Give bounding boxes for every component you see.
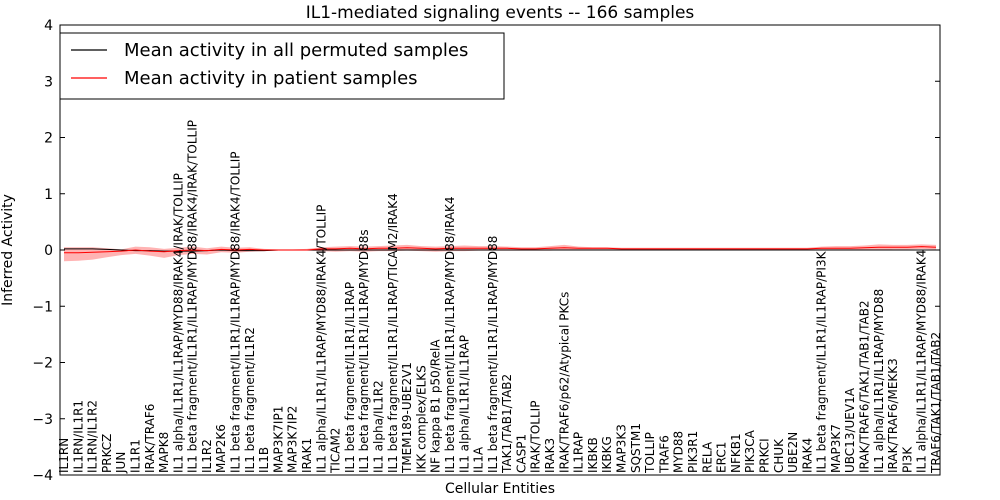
x-tick-label: IL1 beta fragment/IL1R1/IL1RAP/MYD88/IRA… [186, 120, 200, 473]
y-tick-label: 2 [44, 131, 53, 147]
legend-box [59, 32, 505, 100]
x-tick-label: MAP3K7IP2 [286, 406, 300, 473]
x-tick-label: UBC13/UEV1A [843, 387, 857, 473]
x-tick-label: IRAK3 [543, 438, 557, 473]
x-tick-label: IRAK/TRAF6/TAK1/TAB1/TAB2 [858, 300, 872, 473]
y-axis-label: Inferred Activity [0, 194, 16, 306]
x-tick-label: IKBKB [586, 437, 600, 473]
x-tick-label: IL1 beta fragment/IL1R1/IL1RAP/MYD88/IRA… [229, 152, 243, 473]
plot-area-frame [59, 24, 941, 476]
x-tick-label: PIK3R1 [686, 431, 700, 473]
x-tick-label: IL1 alpha/IL1R2 [372, 380, 386, 473]
x-tick-label: MYD88 [672, 431, 686, 473]
x-tick-label: MAP3K7IP1 [271, 406, 285, 473]
x-tick-label: TICAM2 [329, 428, 343, 474]
x-tick-label: IRAK/TRAF6/p62/Atypical PKCs [557, 292, 571, 473]
x-tick-label: CASP1 [514, 434, 528, 473]
y-ticks: −4 −3 −2 −1 0 1 2 3 4 [32, 18, 940, 484]
x-tick-label: MAP3K7 [829, 424, 843, 473]
x-tick-label: IRAK1 [300, 438, 314, 473]
x-tick-label: IRAK/TRAF6 [143, 404, 157, 473]
x-tick-label: IL1 beta fragment/IL1R1/IL1RAP [343, 282, 357, 473]
x-tick-label: TRAF6 [657, 435, 671, 474]
x-tick-label: IRAK/TRAF6/MEKK3 [886, 358, 900, 473]
x-tick-label: IL1 beta fragment/IL1R1/IL1RAP/TICAM2/IR… [386, 193, 400, 473]
x-tick-label: IL1 beta fragment/IL1R1/IL1RAP/MYD88 [486, 236, 500, 473]
x-tick-label: TMEM189-UBE2V1 [400, 362, 414, 474]
x-tick-label: IL1 alpha/IL1R1/IL1RAP/MYD88/IRAK4 [915, 250, 929, 473]
x-axis-label: Cellular Entities [445, 481, 555, 497]
x-tick-label: IRAK4 [800, 438, 814, 473]
x-tick-label: JUN [114, 452, 128, 474]
x-tick-label: RELA [700, 441, 714, 473]
x-tick-label: IL1RAP [572, 432, 586, 473]
x-tick-label: SQSTM1 [629, 423, 643, 473]
y-tick-label: −4 [32, 468, 53, 484]
x-tick-label: MAPK8 [157, 432, 171, 473]
y-tick-label: 4 [44, 18, 53, 34]
x-tick-label: IL1R1 [129, 439, 143, 473]
x-tick-label: PIK3CA [743, 429, 757, 473]
x-tick-label: IKK complex/ELKS [414, 365, 428, 473]
x-tick-label: NF kappa B1 p50/RelA [429, 339, 443, 473]
legend: Mean activity in all permuted samples Me… [59, 32, 505, 100]
x-tick-label: IL1 alpha/IL1R1/IL1RAP/MYD88 [872, 289, 886, 473]
x-tick-label: IL1A [472, 446, 486, 473]
x-tick-label: ERC1 [715, 442, 729, 473]
chart-title: IL1-mediated signaling events -- 166 sam… [306, 3, 695, 23]
x-tick-label: IL1 alpha/IL1R1/IL1RAP [457, 335, 471, 473]
x-tick-labels: IL1RN IL1RN/IL1R1 IL1RN/IL1R2 PRKCZ JUN IL1R1… [57, 120, 943, 474]
y-tick-label: 3 [44, 74, 53, 90]
x-tick-label: IL1 beta fragment/IL1R1/IL1RAP/MYD88/IRA… [443, 196, 457, 473]
x-tick-label: IL1B [257, 447, 271, 473]
x-tick-label: IL1 alpha/IL1R1/IL1RAP/MYD88/IRAK4/TOLLI… [314, 205, 328, 473]
x-tick-label: IL1 beta fragment/IL1R1/IL1RAP/PI3K [815, 250, 829, 473]
x-tick-label: IL1 beta fragment/IL1R1/IL1RAP/MYD88s [357, 229, 371, 473]
x-tick-label: MAP2K6 [214, 424, 228, 473]
x-tick-label: PRKCI [758, 438, 772, 473]
patient-mean-line [64, 246, 937, 254]
x-tick-label: CHUK [772, 438, 786, 473]
y-tick-label: −3 [32, 412, 53, 428]
x-tick-label: MAP3K3 [615, 424, 629, 473]
x-tick-label: UBE2N [786, 432, 800, 473]
y-tick-label: −1 [32, 299, 53, 315]
x-tick-label: IRAK/TOLLIP [529, 401, 543, 473]
x-tick-label: IL1RN/IL1R1 [71, 400, 85, 473]
x-tick-label: NFKB1 [729, 433, 743, 473]
legend-label-patient: Mean activity in patient samples [124, 68, 418, 89]
x-tick-label: TAK1/TAB1/TAB2 [500, 374, 514, 474]
y-tick-label: 0 [44, 243, 53, 259]
y-tick-label: −2 [32, 356, 53, 372]
x-tick-label: IL1 alpha/IL1R1/IL1RAP/MYD88/IRAK4/IRAK/… [171, 173, 185, 473]
x-tick-label: IL1RN [57, 438, 71, 473]
x-tick-label: IKBKG [600, 436, 614, 473]
y-tick-label: 1 [44, 187, 53, 203]
x-tick-label: TRAF6/TAK1/TAB1/TAB2 [929, 332, 943, 474]
x-tick-label: PRKCZ [100, 434, 114, 473]
x-tick-label: TOLLIP [643, 432, 657, 474]
x-tick-label: IL1 beta fragment/IL1R2 [243, 327, 257, 473]
x-tick-label: PI3K [900, 446, 914, 473]
series-lines-layer [64, 246, 937, 254]
legend-label-permuted: Mean activity in all permuted samples [124, 40, 468, 61]
x-tick-label: IL1R2 [200, 439, 214, 473]
x-tick-label: IL1RN/IL1R2 [86, 400, 100, 473]
